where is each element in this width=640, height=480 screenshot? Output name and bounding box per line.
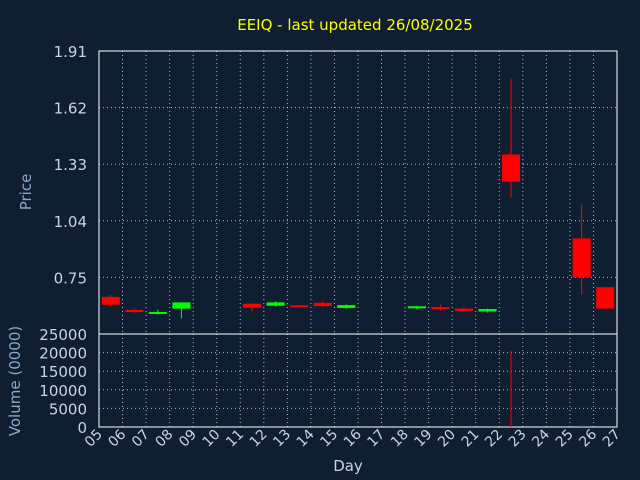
x-tick-label: 07 xyxy=(129,427,153,451)
volume-bar xyxy=(510,350,512,427)
x-tick-label: 11 xyxy=(223,427,247,451)
candle-body xyxy=(290,305,309,308)
x-tick-label: 10 xyxy=(200,427,224,451)
price-tick-label: 0.75 xyxy=(54,269,87,287)
volume-bar xyxy=(581,425,583,427)
volume-bar xyxy=(487,425,488,427)
candle-body xyxy=(101,296,120,305)
x-ticks: 05 06 07 08 09 10 11 12 13 14 15 16 17 18 19 20 21 22 23 24… xyxy=(82,426,624,450)
chart-title: EEIQ - last updated 26/08/2025 xyxy=(237,16,473,34)
candle-body xyxy=(266,302,285,306)
volume-panel-frame xyxy=(98,333,618,428)
candle xyxy=(454,307,473,312)
candle xyxy=(172,302,191,319)
x-tick-label: 17 xyxy=(364,427,388,451)
candle xyxy=(596,287,615,309)
x-tick-label: 12 xyxy=(247,427,271,451)
volume-tick-label: 25000 xyxy=(39,326,87,344)
candle xyxy=(266,301,285,307)
candle-body xyxy=(572,238,591,278)
candle-body xyxy=(502,154,521,182)
candle xyxy=(125,308,144,314)
candle-body xyxy=(407,306,426,309)
candle-body xyxy=(337,305,356,309)
candle-body xyxy=(313,302,332,307)
x-tick-label: 09 xyxy=(176,427,200,451)
volume-bars xyxy=(487,350,583,427)
x-tick-label: 16 xyxy=(341,426,365,450)
candle xyxy=(337,304,356,310)
candle xyxy=(572,203,591,295)
x-tick-label: 14 xyxy=(294,426,318,450)
price-grid xyxy=(99,50,617,334)
volume-tick-label: 5000 xyxy=(49,400,87,418)
x-tick-label: 25 xyxy=(553,427,577,451)
price-tick-label: 1.62 xyxy=(54,100,87,118)
x-tick-label: 21 xyxy=(459,427,483,451)
x-tick-label: 26 xyxy=(576,426,600,450)
volume-tick-label: 20000 xyxy=(39,345,87,363)
candle xyxy=(502,78,521,198)
candle-body xyxy=(431,307,450,310)
x-tick-label: 13 xyxy=(270,427,294,451)
price-y-ticks: 1.91 1.62 1.33 1.04 0.75 xyxy=(54,43,87,287)
x-axis-label: Day xyxy=(333,457,363,475)
x-tick-label: 22 xyxy=(482,427,506,451)
candle-body xyxy=(148,311,167,314)
volume-grid xyxy=(99,334,617,427)
x-tick-label: 15 xyxy=(317,427,341,451)
price-tick-label: 1.91 xyxy=(54,43,87,61)
x-tick-label: 27 xyxy=(600,427,624,451)
candle xyxy=(290,304,309,308)
candle xyxy=(431,304,450,311)
candle xyxy=(478,308,497,313)
volume-tick-label: 0 xyxy=(77,419,87,437)
candle-body xyxy=(172,302,191,309)
candle-body xyxy=(478,309,497,312)
candle xyxy=(243,303,262,312)
candle xyxy=(313,301,332,308)
x-tick-label: 20 xyxy=(435,427,459,451)
candle xyxy=(101,294,120,307)
candle-body xyxy=(243,303,262,308)
candle xyxy=(407,305,426,310)
x-tick-label: 18 xyxy=(388,427,412,451)
price-axis-label: Price xyxy=(17,174,35,211)
x-tick-label: 24 xyxy=(529,426,553,450)
candle xyxy=(148,309,167,315)
x-tick-label: 08 xyxy=(153,427,177,451)
x-tick-label: 06 xyxy=(105,426,129,450)
candle-body xyxy=(454,308,473,311)
volume-tick-label: 10000 xyxy=(39,382,87,400)
price-tick-label: 1.04 xyxy=(54,213,87,231)
price-tick-label: 1.33 xyxy=(54,156,87,174)
candles xyxy=(101,78,615,319)
volume-axis-label: Volume (0000) xyxy=(6,326,24,436)
x-tick-label: 19 xyxy=(412,427,436,451)
x-tick-label: 23 xyxy=(506,427,530,451)
candle-body xyxy=(596,287,615,309)
volume-tick-label: 15000 xyxy=(39,363,87,381)
candle-body xyxy=(125,309,144,312)
